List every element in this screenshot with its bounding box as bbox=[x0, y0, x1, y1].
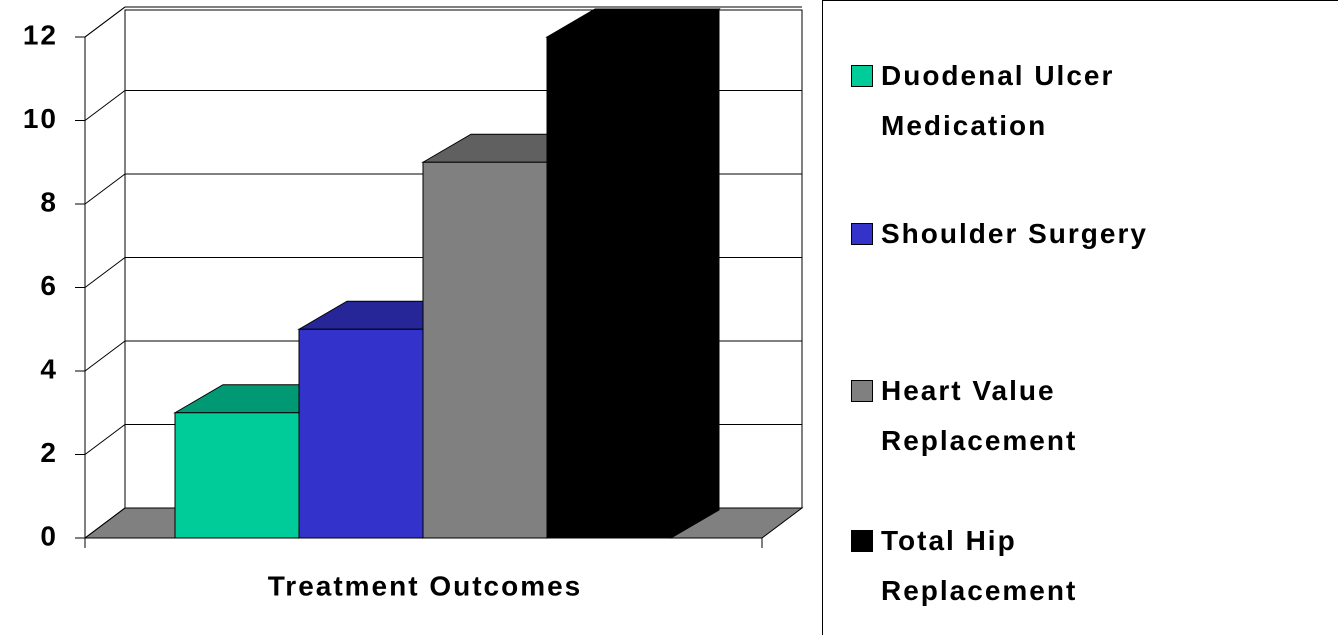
grid-line bbox=[84, 90, 126, 121]
y-tick-label: 12 bbox=[23, 19, 58, 50]
y-tick-label: 4 bbox=[40, 353, 58, 384]
bar bbox=[546, 36, 672, 539]
legend-entry: Duodenal Ulcer Medication bbox=[851, 51, 1211, 151]
legend: Duodenal Ulcer Medication Shoulder Surger… bbox=[822, 0, 1338, 635]
grid-line bbox=[84, 6, 126, 38]
chart: Treatment Outcomes 0 2 4 6 8 10 12 bbox=[23, 6, 804, 601]
legend-entry: Total Hip Replacement bbox=[851, 516, 1211, 616]
grid-line bbox=[84, 424, 126, 455]
y-tick-label: 2 bbox=[40, 437, 58, 468]
grid-line bbox=[84, 340, 126, 372]
legend-swatch bbox=[851, 530, 873, 552]
legend-swatch bbox=[851, 380, 873, 402]
x-tick-label: Treatment Outcomes bbox=[268, 570, 583, 601]
legend-swatch bbox=[851, 223, 873, 245]
grid-line bbox=[84, 507, 126, 539]
legend-entry: Heart Value Replacement bbox=[851, 366, 1211, 466]
bar bbox=[298, 328, 424, 539]
bar bbox=[174, 412, 300, 539]
legend-label: Duodenal Ulcer Medication bbox=[881, 60, 1115, 141]
bar-side bbox=[670, 8, 720, 539]
y-tick-label: 0 bbox=[40, 520, 58, 551]
legend-label: Total Hip Replacement bbox=[881, 525, 1078, 606]
legend-swatch bbox=[851, 65, 873, 87]
y-tick-label: 10 bbox=[23, 103, 58, 134]
grid-line bbox=[84, 257, 126, 288]
bar bbox=[422, 161, 548, 539]
legend-entry: Shoulder Surgery bbox=[851, 209, 1211, 259]
legend-label: Shoulder Surgery bbox=[881, 218, 1148, 249]
legend-label: Heart Value Replacement bbox=[881, 375, 1078, 456]
y-tick-label: 6 bbox=[40, 270, 58, 301]
y-tick-label: 8 bbox=[40, 186, 58, 217]
grid-line bbox=[84, 173, 126, 205]
